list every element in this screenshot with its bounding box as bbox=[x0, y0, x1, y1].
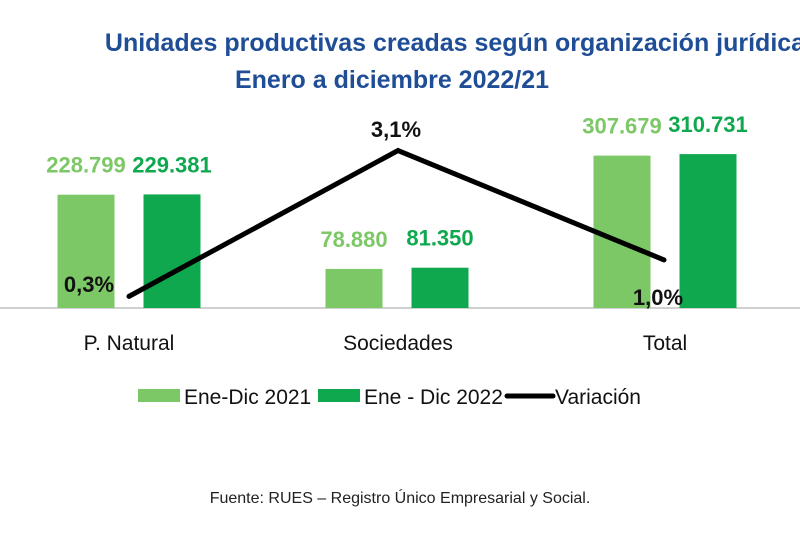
bar-2021-2 bbox=[593, 155, 651, 308]
bar-2022-1 bbox=[411, 267, 469, 308]
variation-line-group bbox=[126, 147, 667, 299]
bars-group bbox=[57, 154, 737, 308]
chart-subtitle: Enero a diciembre 2022/21 bbox=[235, 66, 549, 94]
x-tick-label: Sociedades bbox=[343, 332, 453, 355]
bar-value-label: 81.350 bbox=[406, 226, 473, 251]
variation-label: 0,3% bbox=[64, 272, 114, 297]
x-tick-label: Total bbox=[643, 332, 687, 355]
bar-2021-0 bbox=[57, 194, 115, 308]
chart-title: Unidades productivas creadas según organ… bbox=[105, 29, 800, 57]
legend-label-2022: Ene - Dic 2022 bbox=[364, 386, 503, 409]
variation-label: 1,0% bbox=[633, 285, 683, 310]
source-note: Fuente: RUES – Registro Único Empresaria… bbox=[210, 488, 591, 507]
bar-value-label: 228.799 bbox=[46, 153, 126, 178]
bar-value-label: 229.381 bbox=[132, 152, 212, 177]
bar-value-label: 307.679 bbox=[582, 114, 662, 139]
bar-value-label: 78.880 bbox=[320, 227, 387, 252]
bar-2022-2 bbox=[679, 154, 737, 308]
legend: Ene-Dic 2021 Ene - Dic 2022 Variación bbox=[138, 386, 641, 409]
bar-value-label: 310.731 bbox=[668, 112, 748, 137]
variation-label: 3,1% bbox=[371, 117, 421, 142]
legend-swatch-2022 bbox=[318, 389, 360, 402]
bar-2022-0 bbox=[143, 194, 201, 308]
bar-2021-1 bbox=[325, 268, 383, 308]
legend-label-variacion: Variación bbox=[555, 386, 641, 409]
legend-label-2021: Ene-Dic 2021 bbox=[184, 386, 311, 409]
legend-swatch-2021 bbox=[138, 389, 180, 402]
x-tick-label: P. Natural bbox=[84, 332, 175, 355]
data-labels-group: 228.799 78.880 307.679 229.381 81.350 310.731… bbox=[46, 112, 748, 310]
